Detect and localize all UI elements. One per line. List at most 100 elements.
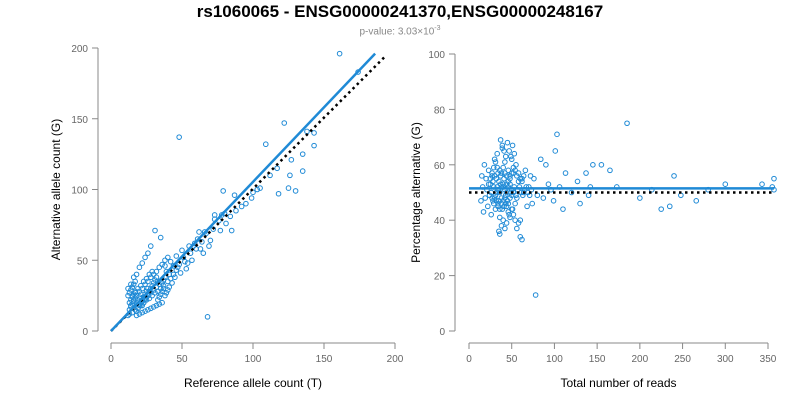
allele-count-data-point — [172, 274, 178, 281]
allele-count-reference-line — [110, 55, 386, 332]
allele-count-data-point — [145, 250, 151, 256]
allele-count-data-point — [162, 257, 168, 264]
percentage-data-point — [507, 181, 513, 187]
percentage-data-point — [562, 170, 569, 176]
percentage-data-point — [497, 181, 504, 187]
percentage-y-tick-label: 20 — [434, 272, 446, 283]
allele-count-data-point — [287, 172, 293, 179]
percentage-data-point — [666, 203, 673, 210]
percentage-data-point — [491, 195, 498, 201]
percentage-y-tick-label: 40 — [434, 216, 446, 227]
percentage-data-point — [491, 156, 498, 163]
percentage-data-point — [508, 156, 515, 163]
percentage-y-tick-label: 60 — [434, 161, 446, 172]
percentage-data-point — [496, 198, 502, 204]
allele-count-data-point — [184, 260, 191, 266]
percentage-x-tick-label: 300 — [717, 354, 734, 365]
percentage-data-point — [637, 195, 643, 201]
percentage-data-point — [502, 200, 509, 207]
percentage-data-point — [520, 173, 527, 179]
allele-count-data-point — [233, 207, 239, 214]
percentage-data-point — [598, 162, 605, 168]
percentage-data-point — [583, 170, 589, 176]
percentage-data-point — [502, 195, 508, 201]
percentage-data-point — [481, 162, 488, 168]
allele-count-data-point — [206, 243, 212, 249]
allele-count-data-point — [157, 234, 164, 241]
percentage-data-point — [501, 148, 507, 154]
percentage-data-point — [496, 189, 503, 196]
percentage-data-point — [495, 170, 501, 176]
allele-count-data-point — [139, 309, 146, 316]
chart-subtitle: p-value: 3.03×10-3 — [0, 25, 800, 37]
allele-count-data-point — [163, 289, 170, 296]
percentage-x-tick-label: 350 — [760, 354, 777, 365]
percentage-data-point — [500, 164, 506, 171]
allele-count-data-point — [336, 50, 343, 57]
percentage-data-point — [503, 220, 510, 226]
percentage-x-tick-label: 100 — [546, 354, 563, 365]
allele-count-data-point — [128, 281, 134, 288]
percentage-data-point — [496, 214, 503, 221]
allele-count-x-tick-label: 100 — [245, 354, 262, 365]
allele-count-data-point — [132, 295, 138, 302]
percentage-data-point — [499, 206, 506, 212]
percentage-data-point — [517, 175, 524, 182]
percentage-data-point — [524, 203, 530, 210]
percentage-data-point — [480, 209, 487, 215]
allele-count-data-point — [142, 308, 148, 314]
percentage-data-point — [505, 167, 512, 174]
percentage-data-point — [499, 145, 506, 151]
percentage-data-point — [496, 167, 503, 174]
allele-count-data-point — [299, 168, 306, 174]
percentage-data-point — [502, 225, 508, 232]
percentage-data-point — [508, 170, 515, 176]
percentage-x-tick-label: 150 — [589, 354, 606, 365]
allele-count-data-point — [130, 281, 137, 288]
p-value-text: p-value: 3.03×10 — [359, 26, 435, 38]
percentage-x-axis-title: Total number of reads — [560, 376, 676, 390]
percentage-plot: 0 50 100 150 200 250 300 350 0 20 40 60 80 100 Total n… — [409, 50, 777, 390]
percentage-data-point — [514, 195, 520, 201]
percentage-y-tick-label: 100 — [428, 50, 445, 61]
allele-count-data-point — [156, 264, 163, 271]
allele-count-data-point — [304, 128, 310, 135]
allele-count-data-point — [128, 287, 134, 293]
allele-count-data-point — [281, 120, 288, 126]
allele-count-data-point — [199, 239, 205, 245]
percentage-x-tick-label: 200 — [632, 354, 649, 365]
percentage-data-point — [509, 142, 516, 149]
allele-count-data-point — [173, 267, 180, 273]
percentage-data-point — [506, 148, 512, 154]
allele-count-data-point — [204, 314, 211, 320]
allele-count-data-point — [173, 253, 180, 259]
allele-count-data-point — [138, 282, 144, 289]
percentage-data-point — [532, 292, 539, 298]
percentage-data-point — [519, 175, 525, 182]
allele-count-y-tick-label: 0 — [82, 327, 88, 338]
percentage-data-point — [510, 164, 517, 171]
allele-count-data-point — [150, 304, 157, 310]
percentage-data-point — [502, 159, 508, 165]
percentage-data-point — [513, 162, 519, 168]
percentage-data-point — [515, 220, 522, 226]
percentage-data-point — [496, 228, 502, 235]
p-value-exponent: -3 — [434, 25, 441, 32]
percentage-data-point — [505, 178, 512, 185]
percentage-data-point — [508, 206, 515, 212]
allele-count-data-point — [156, 301, 163, 307]
allele-count-x-tick-label: 50 — [176, 354, 188, 365]
allele-count-data-point — [254, 186, 261, 193]
percentage-data-point — [494, 150, 500, 157]
allele-count-data-point — [223, 220, 229, 227]
allele-count-x-tick-label: 200 — [387, 354, 404, 365]
allele-count-data-point — [228, 227, 235, 234]
allele-count-data-point — [165, 254, 171, 261]
allele-count-data-point — [125, 292, 131, 299]
percentage-data-point — [531, 175, 537, 182]
percentage-data-point — [568, 189, 575, 196]
percentage-y-tick-label: 0 — [439, 327, 445, 338]
allele-count-data-point — [160, 277, 167, 283]
percentage-data-point — [512, 217, 518, 223]
